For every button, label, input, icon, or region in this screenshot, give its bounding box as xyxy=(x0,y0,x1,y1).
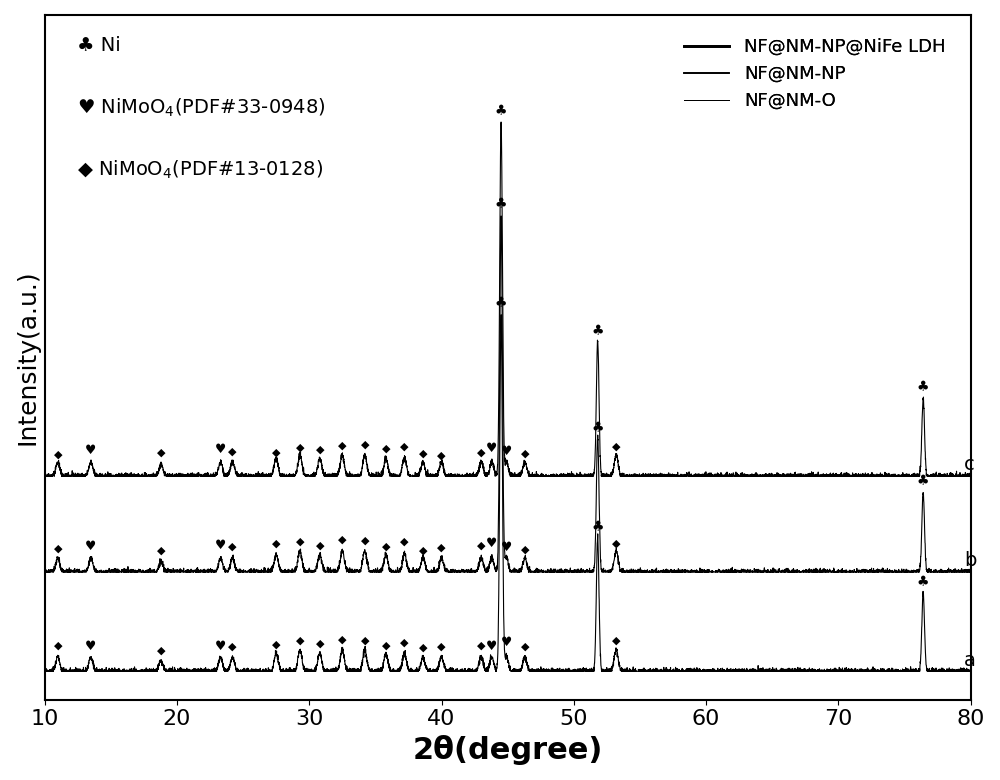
Text: ♥: ♥ xyxy=(85,445,96,457)
Text: ◆: ◆ xyxy=(361,439,369,449)
Text: ◆: ◆ xyxy=(296,537,304,547)
Text: ◆: ◆ xyxy=(612,539,620,549)
Text: ♣ Ni: ♣ Ni xyxy=(77,36,121,55)
Text: ♥: ♥ xyxy=(486,441,497,455)
Text: ◆: ◆ xyxy=(419,546,427,555)
Text: ♥: ♥ xyxy=(486,537,497,551)
Text: ♣: ♣ xyxy=(591,324,604,338)
Text: ◆: ◆ xyxy=(228,642,237,651)
Text: ◆: ◆ xyxy=(382,444,390,454)
X-axis label: 2θ(degree): 2θ(degree) xyxy=(412,735,603,765)
Text: ♣: ♣ xyxy=(591,520,604,534)
Text: b: b xyxy=(964,551,977,570)
Text: ◆: ◆ xyxy=(477,447,485,457)
Text: ◆: ◆ xyxy=(316,445,324,454)
Text: ♣: ♣ xyxy=(591,421,604,435)
Text: ◆: ◆ xyxy=(54,544,62,553)
Text: ♣: ♣ xyxy=(917,474,929,488)
Text: ◆: ◆ xyxy=(521,641,529,651)
Text: ♣: ♣ xyxy=(917,575,929,589)
Text: ◆: ◆ xyxy=(54,641,62,651)
Text: a: a xyxy=(964,651,976,669)
Text: ◆: ◆ xyxy=(437,451,446,460)
Text: ◆: ◆ xyxy=(612,441,620,451)
Text: ♣: ♣ xyxy=(495,197,507,211)
Text: ◆: ◆ xyxy=(521,544,529,555)
Text: ♥: ♥ xyxy=(215,540,226,552)
Text: ◆: ◆ xyxy=(477,541,485,551)
Text: ◆: ◆ xyxy=(316,541,324,551)
Text: ◆: ◆ xyxy=(296,635,304,645)
Text: ◆: ◆ xyxy=(361,535,369,545)
Text: ♥: ♥ xyxy=(85,540,96,553)
Text: ◆: ◆ xyxy=(272,538,280,548)
Text: ◆: ◆ xyxy=(477,641,485,651)
Text: ◆: ◆ xyxy=(361,636,369,646)
Text: ♣: ♣ xyxy=(495,296,507,310)
Text: ♥ NiMoO$_4$(PDF#33-0948): ♥ NiMoO$_4$(PDF#33-0948) xyxy=(77,98,326,119)
Text: ◆: ◆ xyxy=(400,537,409,547)
Text: ◆: ◆ xyxy=(157,546,165,556)
Text: ◆: ◆ xyxy=(338,635,347,645)
Text: ◆: ◆ xyxy=(437,641,446,651)
Text: ◆: ◆ xyxy=(228,542,237,551)
Text: ◆: ◆ xyxy=(419,448,427,459)
Text: ◆: ◆ xyxy=(157,448,165,458)
Text: ♥: ♥ xyxy=(501,541,512,554)
Text: ◆: ◆ xyxy=(521,448,529,459)
Text: ◆: ◆ xyxy=(228,447,237,457)
Text: ♣: ♣ xyxy=(495,104,507,118)
Text: ◆: ◆ xyxy=(338,441,347,451)
Text: ◆ NiMoO$_4$(PDF#13-0128): ◆ NiMoO$_4$(PDF#13-0128) xyxy=(77,159,323,181)
Text: ◆: ◆ xyxy=(338,535,347,545)
Text: ◆: ◆ xyxy=(316,639,324,649)
Text: ◆: ◆ xyxy=(612,636,620,646)
Text: ◆: ◆ xyxy=(437,543,446,553)
Text: ♥: ♥ xyxy=(486,640,497,654)
Text: ◆: ◆ xyxy=(382,640,390,651)
Text: ♥: ♥ xyxy=(215,442,226,456)
Text: ♥: ♥ xyxy=(85,640,96,653)
Text: ♥: ♥ xyxy=(501,636,512,649)
Text: ◆: ◆ xyxy=(382,542,390,551)
Text: ◆: ◆ xyxy=(296,442,304,452)
Text: ◆: ◆ xyxy=(54,450,62,459)
Text: ◆: ◆ xyxy=(272,448,280,458)
Text: ♥: ♥ xyxy=(215,640,226,653)
Text: ♣: ♣ xyxy=(917,380,929,394)
Text: ◆: ◆ xyxy=(272,640,280,650)
Text: ◆: ◆ xyxy=(400,441,409,452)
Text: ◆: ◆ xyxy=(419,643,427,653)
Text: ◆: ◆ xyxy=(157,646,165,655)
Legend: NF@NM-NP@NiFe LDH, NF@NM-NP, NF@NM-O: NF@NM-NP@NiFe LDH, NF@NM-NP, NF@NM-O xyxy=(677,31,953,117)
Text: ◆: ◆ xyxy=(400,637,409,647)
Text: ♥: ♥ xyxy=(501,445,512,458)
Text: c: c xyxy=(964,456,975,474)
Y-axis label: Intensity(a.u.): Intensity(a.u.) xyxy=(15,270,39,445)
